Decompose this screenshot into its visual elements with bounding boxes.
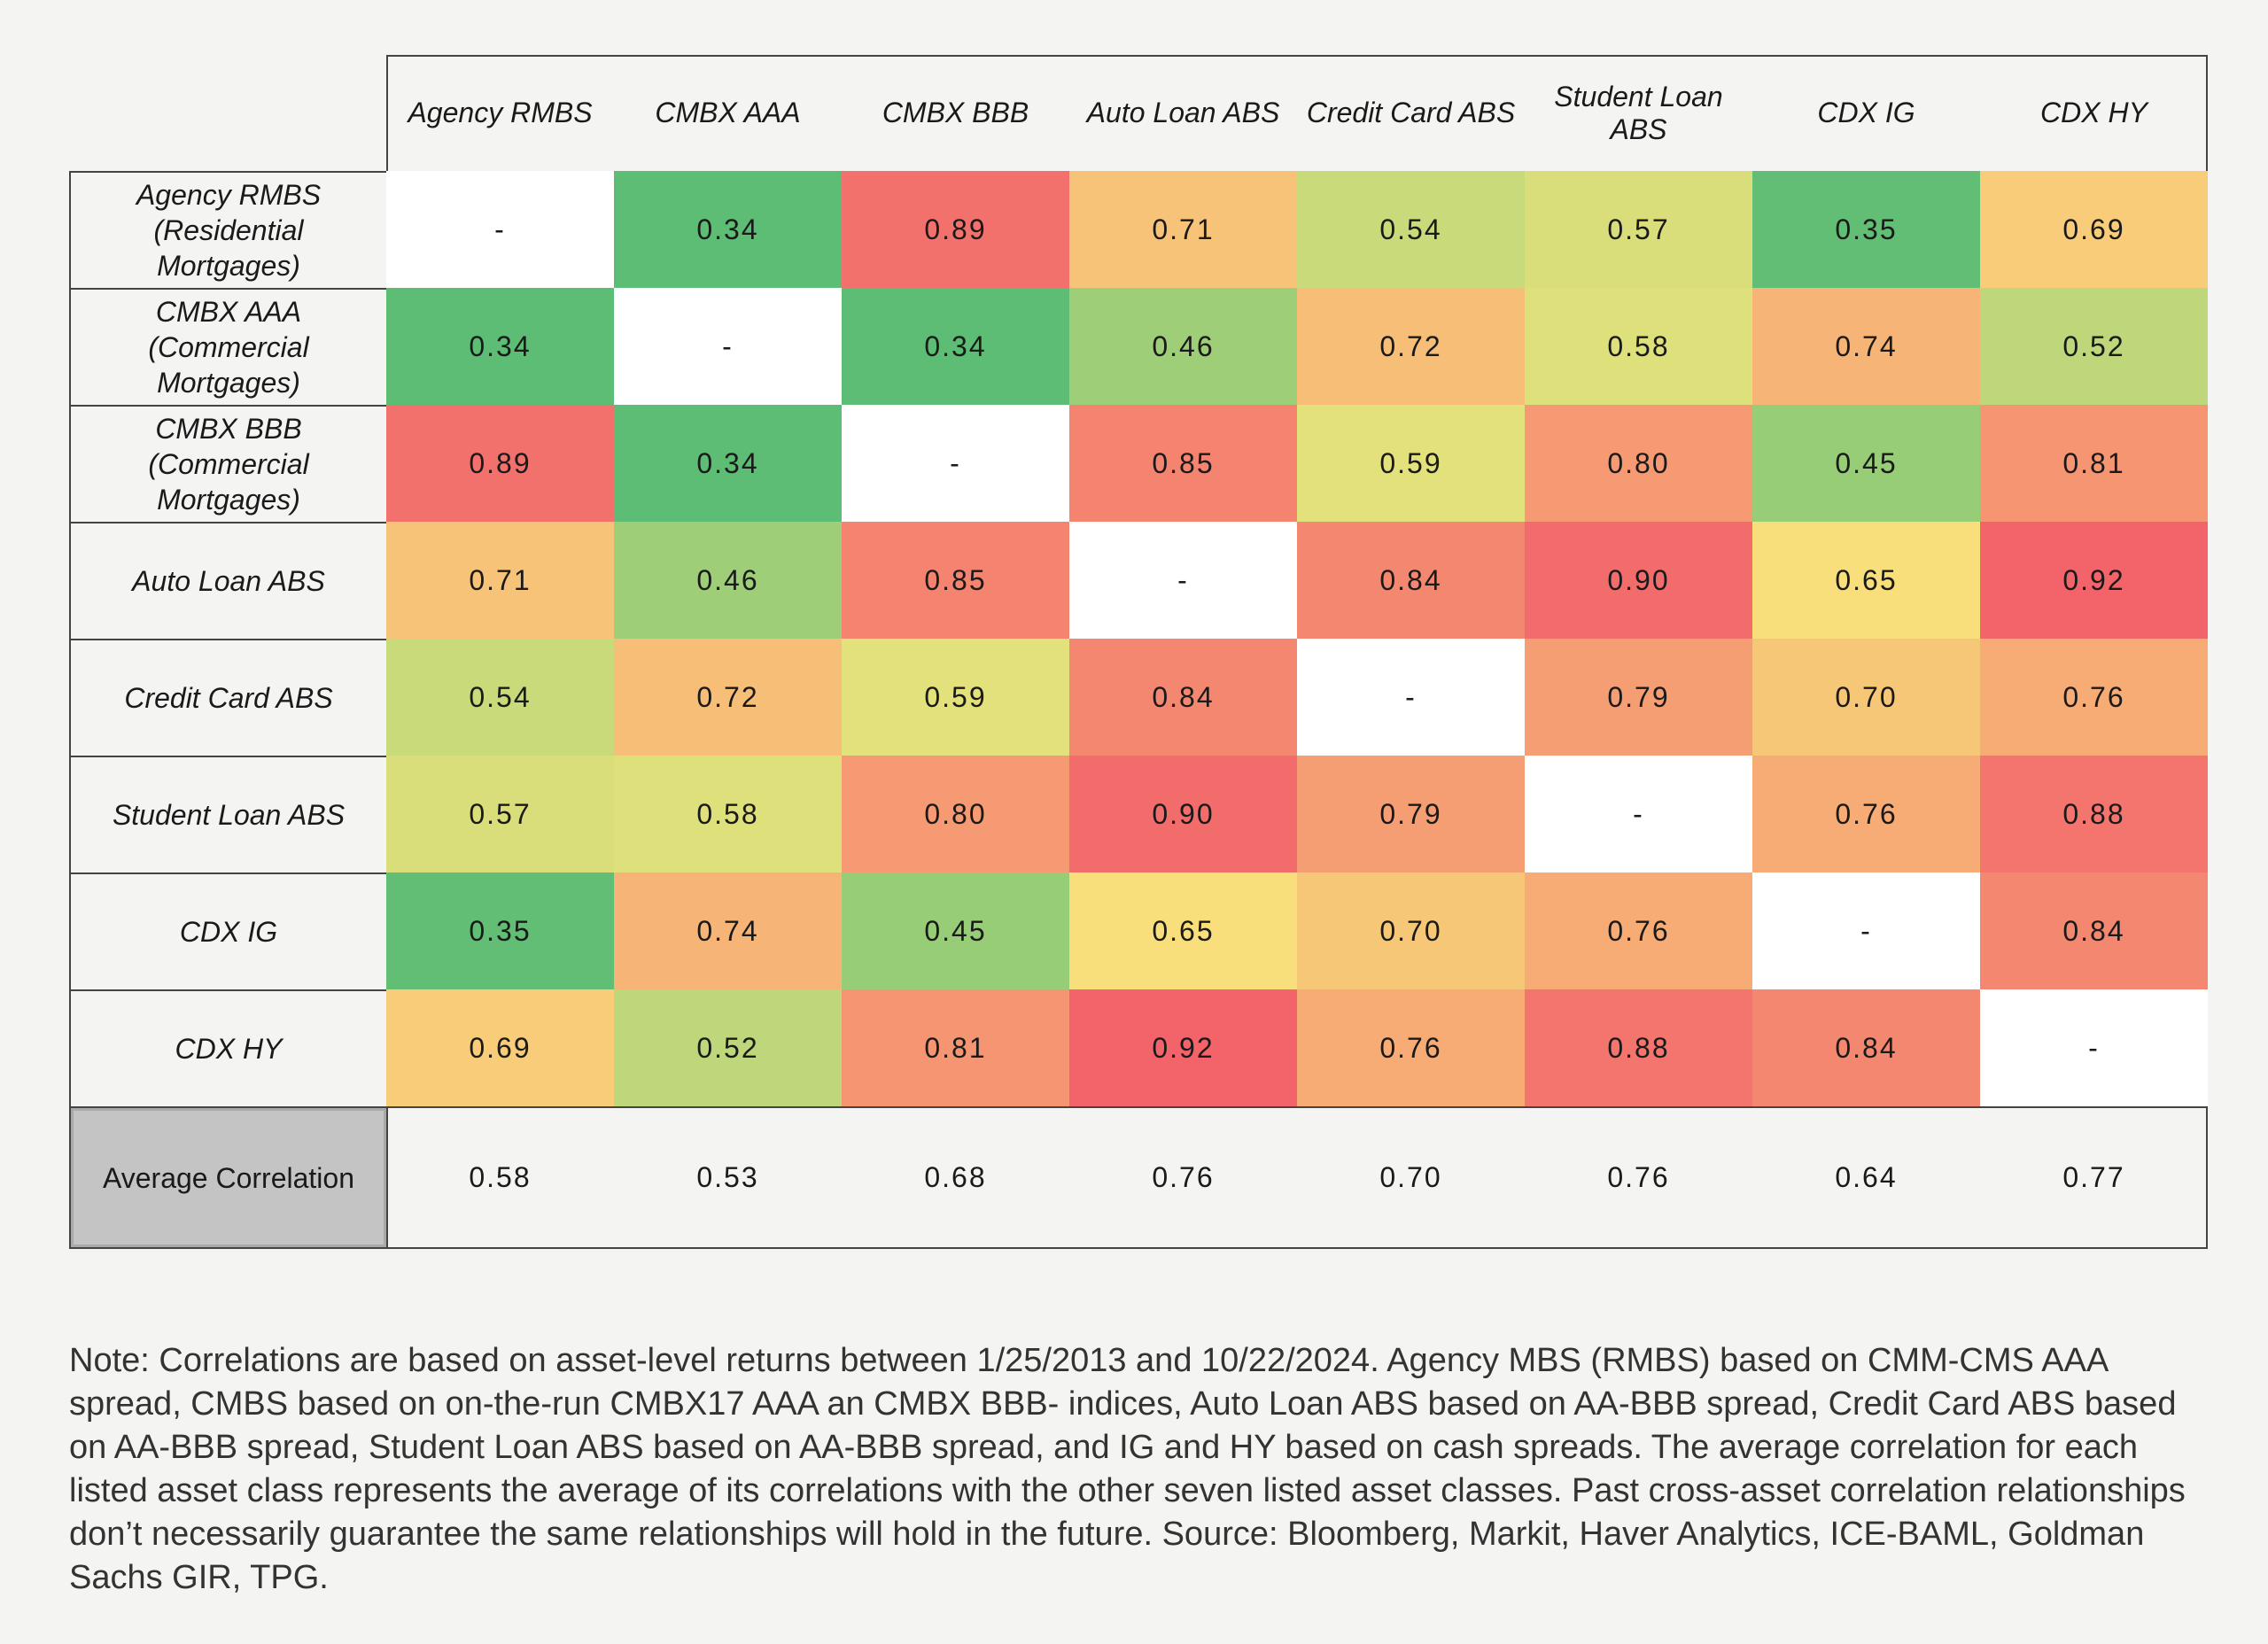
cell: 0.54 — [386, 639, 614, 756]
row-header: CDX HY — [69, 989, 388, 1108]
cell: 0.46 — [1069, 288, 1297, 405]
cell: 0.76 — [1980, 639, 2208, 756]
cell: 0.89 — [842, 171, 1069, 288]
cell: 0.45 — [1752, 405, 1980, 522]
cell: 0.90 — [1069, 756, 1297, 872]
cell: 0.54 — [1297, 171, 1525, 288]
cell: 0.79 — [1525, 639, 1752, 756]
cell: 0.45 — [842, 872, 1069, 989]
cell: 0.85 — [842, 522, 1069, 639]
row-header: Agency RMBS (Residential Mortgages) — [69, 171, 388, 290]
average-cell: 0.70 — [1379, 1161, 1442, 1193]
row-header: Credit Card ABS — [69, 639, 388, 757]
cell: 0.92 — [1980, 522, 2208, 639]
column-header: CMBX AAA — [655, 97, 801, 128]
cell: 0.89 — [386, 405, 614, 522]
cell: 0.35 — [386, 872, 614, 989]
cell: 0.74 — [1752, 288, 1980, 405]
cell: 0.71 — [1069, 171, 1297, 288]
cell: 0.72 — [1297, 288, 1525, 405]
cell: 0.76 — [1752, 756, 1980, 872]
cell: - — [386, 171, 614, 288]
cell: - — [1297, 639, 1525, 756]
column-header: Credit Card ABS — [1306, 97, 1516, 128]
average-cell: 0.68 — [924, 1161, 987, 1193]
cell: - — [842, 405, 1069, 522]
cell: 0.70 — [1752, 639, 1980, 756]
cell: 0.57 — [1525, 171, 1752, 288]
cell: 0.88 — [1525, 989, 1752, 1106]
cell: 0.76 — [1525, 872, 1752, 989]
cell: 0.34 — [842, 288, 1069, 405]
cell: 0.81 — [1980, 405, 2208, 522]
column-header: Auto Loan ABS — [1086, 97, 1280, 128]
header-frame — [386, 55, 2208, 173]
cell: 0.69 — [386, 989, 614, 1106]
cell: 0.72 — [614, 639, 842, 756]
column-header: Agency RMBS — [408, 97, 593, 128]
average-cell: 0.53 — [696, 1161, 759, 1193]
cell: 0.65 — [1069, 872, 1297, 989]
average-label: Average Correlation — [69, 1106, 388, 1249]
cell: 0.58 — [1525, 288, 1752, 405]
column-header: CMBX BBB — [882, 97, 1029, 128]
cell: 0.34 — [386, 288, 614, 405]
cell: 0.74 — [614, 872, 842, 989]
row-header: CMBX BBB (Commercial Mortgages) — [69, 405, 388, 523]
cell: 0.57 — [386, 756, 614, 872]
cell: 0.59 — [1297, 405, 1525, 522]
row-header: Student Loan ABS — [69, 756, 388, 874]
row-header: CDX IG — [69, 872, 388, 991]
cell: 0.84 — [1752, 989, 1980, 1106]
cell: 0.76 — [1297, 989, 1525, 1106]
row-header: Auto Loan ABS — [69, 522, 388, 640]
cell: 0.79 — [1297, 756, 1525, 872]
cell: 0.90 — [1525, 522, 1752, 639]
cell: 0.92 — [1069, 989, 1297, 1106]
cell: 0.35 — [1752, 171, 1980, 288]
row-header: CMBX AAA (Commercial Mortgages) — [69, 288, 388, 407]
cell: 0.59 — [842, 639, 1069, 756]
cell: - — [1069, 522, 1297, 639]
average-cell: 0.64 — [1835, 1161, 1898, 1193]
cell: 0.85 — [1069, 405, 1297, 522]
cell: 0.84 — [1297, 522, 1525, 639]
column-header: Student Loan ABS — [1554, 80, 1723, 145]
cell: 0.34 — [614, 171, 842, 288]
average-cell: 0.76 — [1607, 1161, 1670, 1193]
column-header: CDX IG — [1817, 97, 1915, 128]
cell: 0.84 — [1980, 872, 2208, 989]
cell: - — [1752, 872, 1980, 989]
note: Note: Correlations are based on asset-le… — [69, 1342, 2186, 1596]
cell: 0.52 — [1980, 288, 2208, 405]
cell: 0.46 — [614, 522, 842, 639]
cell: 0.69 — [1980, 171, 2208, 288]
average-cell: 0.77 — [2062, 1161, 2125, 1193]
average-cell: 0.58 — [469, 1161, 532, 1193]
cell: 0.58 — [614, 756, 842, 872]
column-header: CDX HY — [2040, 97, 2148, 128]
cell: - — [614, 288, 842, 405]
cell: 0.80 — [1525, 405, 1752, 522]
average-cell: 0.76 — [1152, 1161, 1215, 1193]
cell: 0.65 — [1752, 522, 1980, 639]
cell: - — [1525, 756, 1752, 872]
cell: 0.52 — [614, 989, 842, 1106]
cell: 0.71 — [386, 522, 614, 639]
cell: 0.84 — [1069, 639, 1297, 756]
cell: - — [1980, 989, 2208, 1106]
cell: 0.70 — [1297, 872, 1525, 989]
cell: 0.34 — [614, 405, 842, 522]
cell: 0.88 — [1980, 756, 2208, 872]
cell: 0.80 — [842, 756, 1069, 872]
cell: 0.81 — [842, 989, 1069, 1106]
